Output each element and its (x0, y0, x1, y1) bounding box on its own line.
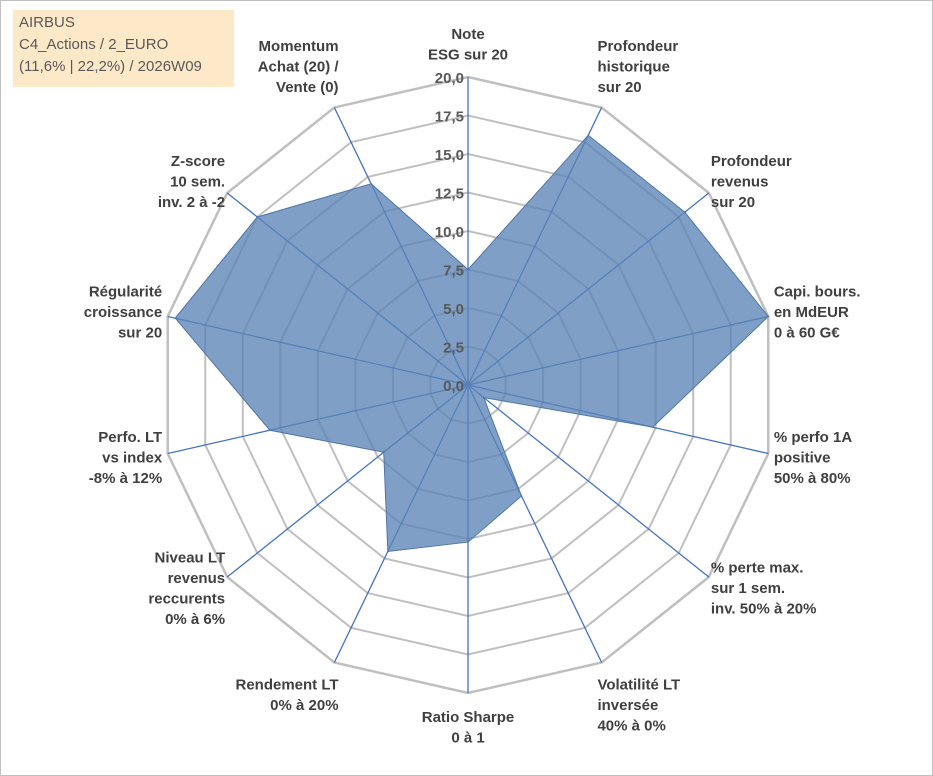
axis-label-5: % perte max. sur 1 sem. inv. 50% à 20% (711, 560, 817, 618)
series-layer (174, 134, 770, 553)
tick-label-8: 20,0 (435, 70, 464, 87)
data-point-4 (651, 426, 654, 428)
data-point-5 (482, 396, 485, 399)
tick-label-2: 5,0 (443, 301, 464, 318)
axis-label-1: Profondeur historique sur 20 (597, 38, 678, 96)
data-point-9 (382, 451, 385, 454)
axis-label-3: Capi. bours. en MdEUR 0 à 60 G€ (774, 284, 861, 342)
tick-labels: 0,0 2,5 5,0 7,5 10,0 12,5 15,0 17,5 20,0 (435, 70, 464, 395)
tick-label-5: 12,5 (435, 186, 464, 203)
data-point-7 (467, 541, 469, 543)
category-line: C4_Actions / 2_EURO (19, 36, 169, 53)
axis-label-0: Note ESG sur 20 (428, 26, 508, 64)
stats-line: (11,6% | 22,2%) / 2026W09 (19, 58, 202, 75)
axis-labels: Note ESG sur 20 Profondeur historique sur 20… (84, 26, 861, 747)
tick-label-3: 7,5 (443, 263, 464, 280)
axis-label-13: Momentum Achat (20) / Vente (0) (258, 38, 340, 96)
info-box: AIRBUS C4_Actions / 2_EURO (11,6% | 22,2… (13, 10, 234, 87)
axis-label-4: % perfo 1A positive 50% à 80% (774, 429, 853, 487)
tick-label-1: 2,5 (443, 340, 464, 357)
tick-label-6: 15,0 (435, 147, 464, 164)
data-point-1 (587, 134, 590, 137)
data-point-11 (174, 317, 177, 319)
tick-label-7: 17,5 (435, 109, 464, 126)
data-point-2 (683, 211, 686, 213)
data-point-8 (387, 550, 389, 553)
axis-label-12: Z-score 10 sem. inv. 2 à -2 (158, 153, 225, 211)
axis-label-11: Régularité croissance sur 20 (84, 284, 162, 342)
company-name: AIRBUS (19, 14, 75, 31)
tick-label-4: 10,0 (435, 224, 464, 241)
data-series-area (174, 134, 769, 553)
tick-label-0: 0,0 (443, 378, 464, 395)
data-point-6 (520, 495, 523, 497)
axis-label-6: Volatilité LT inversée 40% à 0% (597, 677, 680, 735)
spoke-5 (467, 384, 710, 578)
axis-label-10: Perfo. LT vs index -8% à 12% (89, 429, 163, 487)
data-point-12 (256, 216, 259, 218)
data-point-0 (467, 268, 469, 271)
axis-label-8: Rendement LT 0% à 20% (235, 677, 338, 715)
data-point-13 (370, 183, 372, 185)
axis-label-2: Profondeur revenus sur 20 (711, 153, 792, 211)
axis-label-9: Niveau LT revenus reccurents 0% à 6% (148, 549, 225, 628)
data-point-10 (269, 429, 271, 432)
axis-label-7: Ratio Sharpe 0 à 1 (422, 709, 515, 747)
data-point-3 (767, 315, 770, 318)
